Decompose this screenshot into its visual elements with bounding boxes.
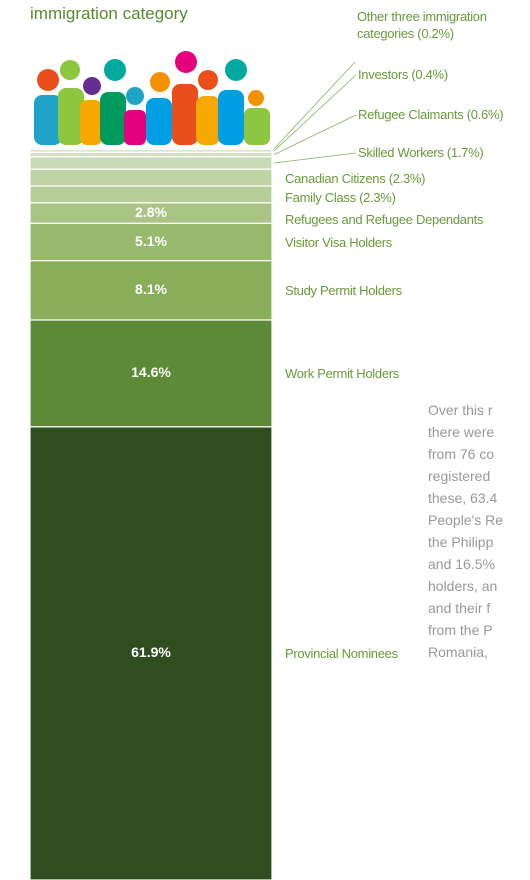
category-label: Refugees and Refugee Dependants [285,212,484,227]
category-label: Refugee Claimants (0.6%) [358,107,504,122]
category-label: Canadian Citizens (2.3%) [285,171,426,186]
people-illustration [34,51,270,145]
description-line: and 16.5% [428,556,495,572]
category-label: Visitor Visa Holders [285,235,392,251]
description-line: People's Re [428,512,504,528]
category-label: Other three immigration categories (0.2%… [357,9,487,41]
bar-segment [29,426,273,880]
category-label: Skilled Workers (1.7%) [358,145,484,160]
value-label: 14.6% [131,364,171,380]
category-label: Provincial Nominees [285,646,398,662]
value-label: 8.1% [135,281,167,297]
leader-line [273,61,356,150]
description-line: these, 63.4 [428,490,498,506]
description-line: registered [428,468,491,484]
bar-segment [29,260,273,321]
leader-line [273,114,357,155]
description-line: Over this r [428,402,493,418]
category-label: Study Permit Holders [285,283,402,299]
leader-line [273,152,357,164]
description-line: Romania, [428,644,488,660]
bar-segment [29,319,273,428]
leader-line [273,74,357,152]
category-label: Investors (0.4%) [358,67,448,82]
bar-segment [29,168,273,187]
description-line: there were [428,424,495,440]
description-line: from the P [428,622,493,638]
category-label: Work Permit Holders [285,366,399,382]
category-label: Family Class (2.3%) [285,190,396,205]
value-label: 2.8% [135,204,167,220]
bar-segment [29,156,273,170]
chart-title: immigration category [30,4,188,23]
description-line: holders, an [428,578,498,594]
value-label: 61.9% [131,644,171,660]
description-line: from 76 co [428,446,495,462]
bar-segment [29,185,273,204]
bar-segment [29,151,273,158]
description-line: the Philipp [428,534,494,550]
description-line: and their f [428,600,491,616]
value-label: 5.1% [135,233,167,249]
